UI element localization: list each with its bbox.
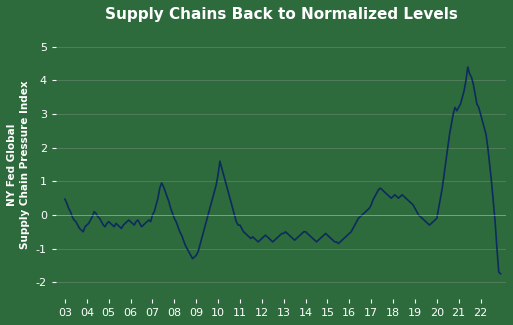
Title: Supply Chains Back to Normalized Levels: Supply Chains Back to Normalized Levels: [105, 7, 458, 22]
Y-axis label: NY Fed Global
Supply Chain Pressure Index: NY Fed Global Supply Chain Pressure Inde…: [7, 80, 30, 249]
